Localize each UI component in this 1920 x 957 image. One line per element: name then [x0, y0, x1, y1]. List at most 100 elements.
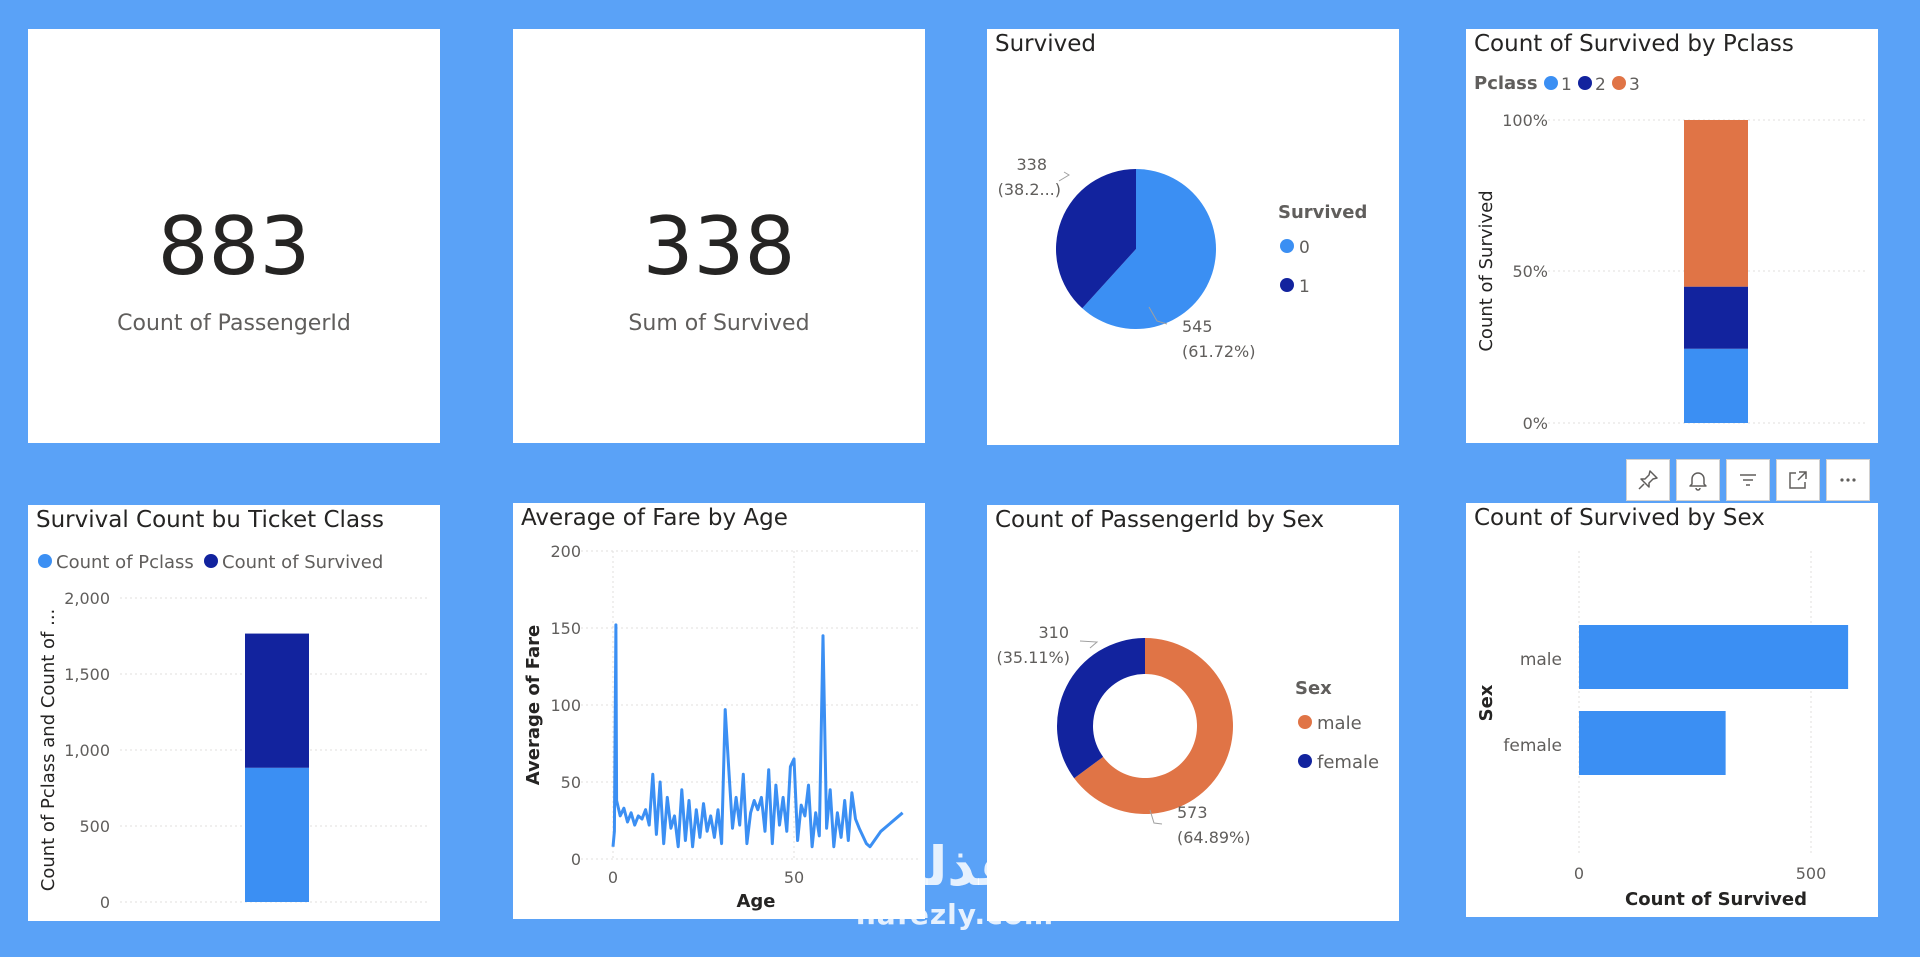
alert-button[interactable] [1676, 459, 1720, 501]
data-label-value-1: 338 [1016, 155, 1047, 174]
x-tick-label: 500 [1796, 864, 1827, 883]
pin-button[interactable] [1626, 459, 1670, 501]
y-tick-label: 150 [550, 619, 581, 638]
y-tick-label: 2,000 [64, 589, 110, 608]
legend-marker-3 [1612, 76, 1626, 90]
legend-label[interactable]: Count of Pclass [56, 552, 194, 573]
legend-marker-female [1298, 754, 1312, 768]
filter-icon [1740, 474, 1756, 486]
pin-icon [1638, 470, 1658, 490]
legend-label-3[interactable]: 3 [1629, 75, 1640, 95]
y-tick-label: 100% [1502, 111, 1548, 130]
ticket-class-chart: Count of Pclass Count of Survived 2,000 … [38, 552, 428, 912]
x-axis-title: Count of Survived [1625, 889, 1807, 910]
legend-label-male[interactable]: male [1317, 713, 1362, 734]
data-label-value-0: 545 [1182, 317, 1213, 336]
legend-marker-0 [1280, 239, 1294, 253]
chart-title: Survival Count bu Ticket Class [36, 507, 385, 533]
legend-label-0[interactable]: 0 [1299, 238, 1310, 258]
y-axis-title: Count of Pclass and Count of ... [38, 609, 59, 892]
data-label-pct-0: (61.72%) [1182, 342, 1256, 361]
bar-segment-pclass-3[interactable] [1684, 120, 1748, 287]
tile-passengerid-by-sex[interactable]: Count of PassengerId by Sex 573 (64.89%)… [987, 505, 1399, 921]
card-sum-survived[interactable]: 338 Sum of Survived [513, 29, 925, 443]
donut-slice-male[interactable] [1074, 638, 1233, 814]
leader-line-0 [1148, 306, 1168, 325]
focus-mode-button[interactable] [1776, 459, 1820, 501]
sex-donut-chart: 573 (64.89%) 310 (35.11%) Sex male femal… [997, 623, 1380, 847]
y-tick-label: 1,000 [64, 741, 110, 760]
card-count-passengerid[interactable]: 883 Count of PassengerId [28, 29, 440, 443]
legend-marker-count-of-survived [204, 554, 218, 568]
y-tick-label: 100 [550, 696, 581, 715]
legend-marker-1 [1280, 278, 1294, 292]
visual-header-toolbar [1626, 459, 1870, 501]
y-tick-label: 500 [79, 817, 110, 836]
chart-title: Survived [995, 31, 1096, 57]
bar-female[interactable] [1579, 711, 1726, 775]
y-tick-label: 0% [1523, 414, 1548, 433]
x-axis-title: Age [736, 891, 775, 912]
y-tick-label: 50% [1512, 262, 1548, 281]
bar-segment-pclass-1[interactable] [1684, 348, 1748, 423]
legend-label-2[interactable]: 2 [1595, 75, 1606, 95]
survived-pie-chart: 545 (61.72%) 338 (38.2...) Survived 0 1 [998, 155, 1368, 361]
y-tick-label: 200 [550, 542, 581, 561]
legend-label-1[interactable]: 1 [1561, 75, 1572, 95]
y-tick-label: 50 [561, 773, 581, 792]
bar-male[interactable] [1579, 625, 1849, 689]
expand-icon [1789, 471, 1807, 489]
bar-segment-pclass-2[interactable] [1684, 286, 1748, 349]
pie-slice-0[interactable] [1082, 169, 1216, 329]
donut-slice-female[interactable] [1057, 638, 1145, 779]
more-options-button[interactable] [1826, 459, 1870, 501]
legend-marker-male [1298, 715, 1312, 729]
x-tick-label: 0 [608, 868, 618, 887]
legend-marker-2 [1578, 76, 1592, 90]
pclass-stacked-chart: Pclass 1 2 3 100% 50% 0% Count of Surviv… [1474, 73, 1866, 433]
legend-label-1[interactable]: 1 [1299, 277, 1310, 297]
chart-title: Average of Fare by Age [521, 505, 788, 531]
x-tick-label: 50 [784, 868, 804, 887]
legend-label-female[interactable]: female [1317, 752, 1379, 773]
y-axis-title: Count of Survived [1476, 190, 1497, 351]
leader-line-female [1079, 640, 1099, 649]
tile-survival-ticket-class[interactable]: Survival Count bu Ticket Class Count of … [28, 505, 440, 921]
tile-fare-by-age[interactable]: Average of Fare by Age 200 150 100 50 0 … [513, 503, 925, 919]
legend-label[interactable]: Count of Survived [222, 552, 383, 573]
y-tick-label: 0 [571, 850, 581, 869]
card-label: Sum of Survived [628, 311, 810, 336]
tile-survived-by-sex[interactable]: Count of Survived by Sex male female 0 5… [1466, 503, 1878, 917]
card-label: Count of PassengerId [117, 311, 351, 336]
data-label-value-male: 573 [1177, 803, 1208, 822]
legend-title: Pclass [1474, 73, 1538, 94]
bar-segment-count-of-pclass[interactable] [245, 767, 309, 902]
bar-segment-count-of-survived[interactable] [245, 633, 309, 768]
y-category-label: female [1503, 736, 1562, 756]
leader-line-1 [1058, 171, 1070, 182]
leader-line-male [1149, 809, 1163, 825]
legend-marker-1 [1544, 76, 1558, 90]
data-label-pct-female: (35.11%) [997, 648, 1071, 667]
data-label-pct-1: (38.2...) [998, 180, 1061, 199]
legend-title: Sex [1295, 678, 1332, 699]
y-tick-label: 1,500 [64, 665, 110, 684]
y-category-label: male [1520, 650, 1562, 670]
y-axis-title: Average of Fare [523, 625, 544, 786]
chart-title: Count of PassengerId by Sex [995, 507, 1325, 533]
data-label-pct-male: (64.89%) [1177, 828, 1251, 847]
card-value: 883 [157, 200, 311, 293]
x-tick-label: 0 [1574, 864, 1584, 883]
fare-line-chart: 200 150 100 50 0 0 50 Average of Fare Ag… [523, 542, 918, 912]
legend-marker-count-of-pclass [38, 554, 52, 568]
y-tick-label: 0 [100, 893, 110, 912]
chart-title: Count of Survived by Sex [1474, 505, 1765, 531]
more-icon [1840, 478, 1856, 482]
tile-survived-by-pclass[interactable]: Count of Survived by Pclass Pclass 1 2 3… [1466, 29, 1878, 443]
filter-button[interactable] [1726, 459, 1770, 501]
sex-bar-chart: male female 0 500 Count of Survived Sex [1476, 551, 1849, 910]
fare-line-series[interactable] [611, 623, 904, 849]
data-label-value-female: 310 [1038, 623, 1069, 642]
pie-slice-1[interactable] [1056, 169, 1136, 309]
tile-survived-pie[interactable]: Survived 545 (61.72%) 338 (38.2...) Surv… [987, 29, 1399, 445]
